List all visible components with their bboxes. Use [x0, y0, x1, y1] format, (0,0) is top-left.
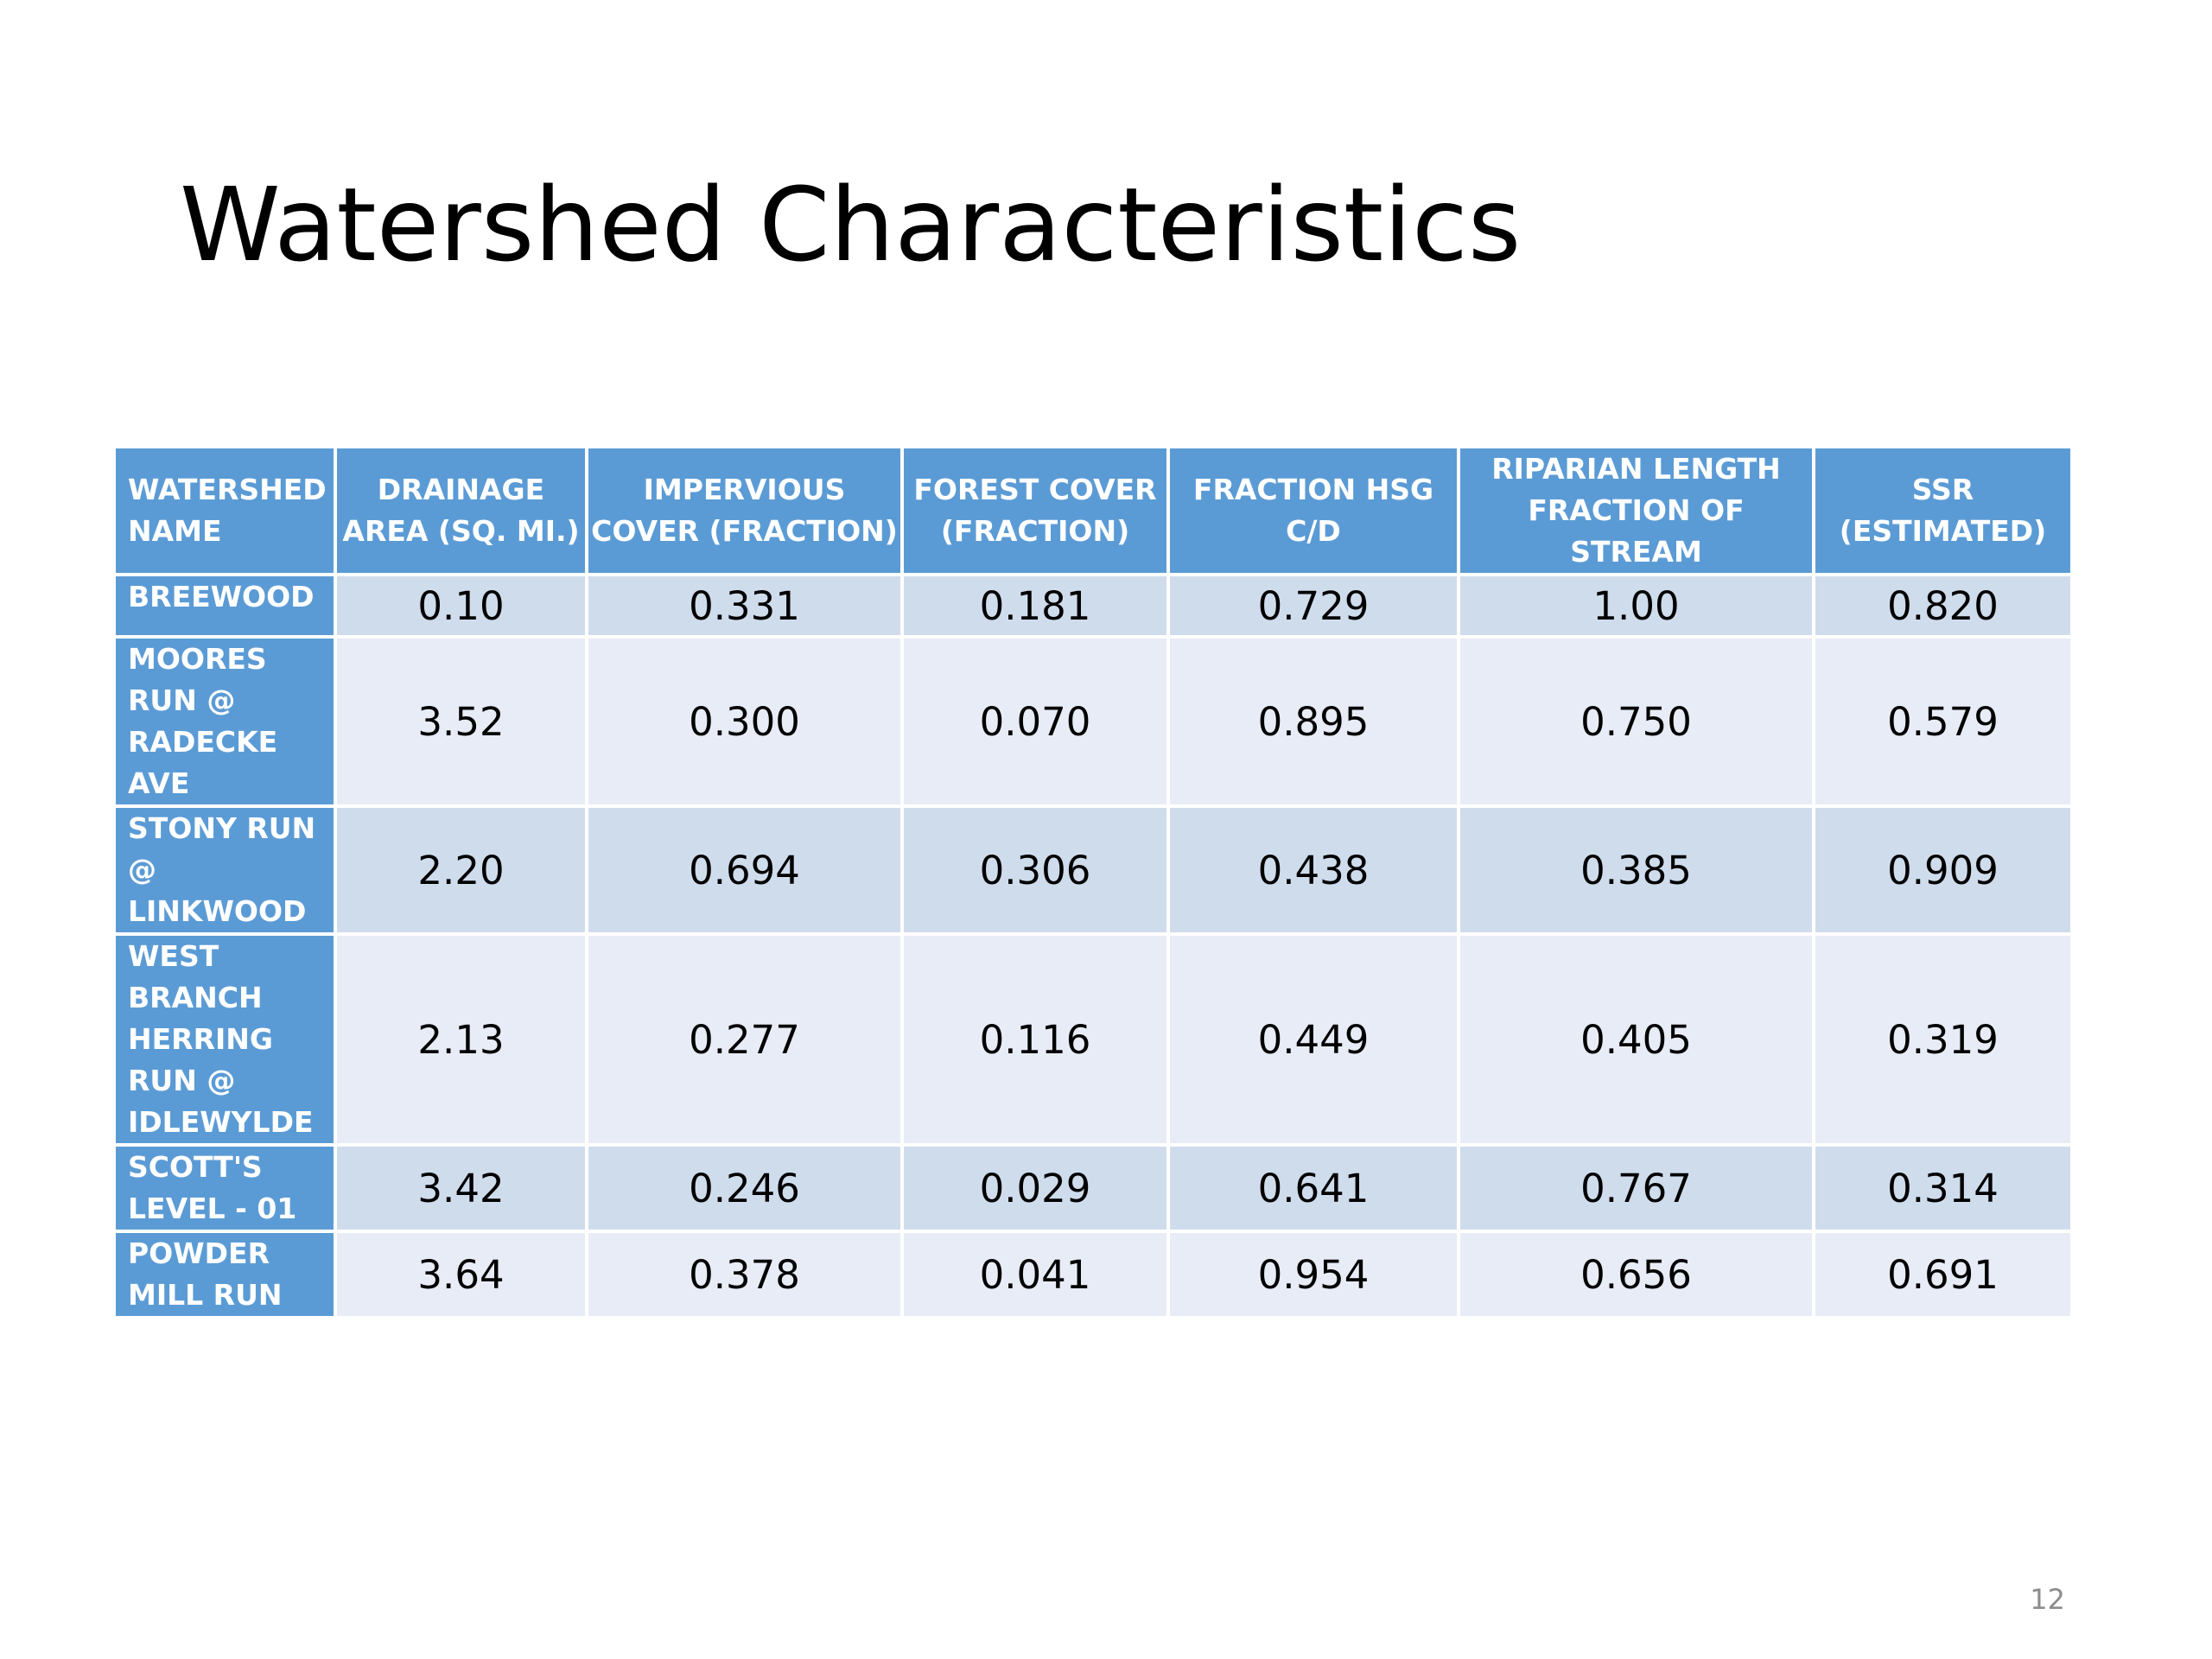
drainage-area-cell: 2.20 — [334, 804, 588, 936]
riparian-length-cell: 0.385 — [1457, 804, 1815, 936]
riparian-length-cell: 0.405 — [1457, 932, 1815, 1147]
name-line: BRANCH — [128, 981, 263, 1014]
header-line: FRACTION HSG — [1192, 473, 1434, 506]
name-line: RUN @ — [128, 683, 236, 717]
ssr-cell: 0.319 — [1812, 932, 2074, 1147]
header-line: IMPERVIOUS — [643, 473, 846, 506]
header-line: FRACTION OF STREAM — [1528, 493, 1745, 569]
fraction-hsg-cell: 0.729 — [1166, 573, 1460, 639]
name-line: BREEWOOD — [128, 580, 315, 613]
name-line: MILL RUN — [128, 1278, 283, 1312]
name-line: HERRING — [128, 1022, 273, 1056]
name-line: STONY RUN — [128, 811, 316, 845]
impervious-cover-cell: 0.300 — [585, 635, 904, 808]
name-line: WEST — [128, 939, 219, 973]
name-line: SCOTT'S — [128, 1150, 263, 1184]
header-drainage-area: DRAINAGE AREA (SQ. MI.) — [334, 445, 588, 576]
name-line: LINKWOOD — [128, 894, 307, 928]
name-line: MOORES — [128, 642, 267, 676]
fraction-hsg-cell: 0.954 — [1166, 1230, 1460, 1319]
ssr-cell: 0.579 — [1812, 635, 2074, 808]
table-row: MOORES RUN @ RADECKE AVE 3.52 0.300 0.07… — [112, 635, 2074, 808]
table-row: SCOTT'S LEVEL - 01 3.42 0.246 0.029 0.64… — [112, 1143, 2074, 1233]
table-row: POWDER MILL RUN 3.64 0.378 0.041 0.954 0… — [112, 1230, 2074, 1319]
riparian-length-cell: 0.750 — [1457, 635, 1815, 808]
header-line: AREA (SQ. MI.) — [342, 514, 580, 548]
watershed-name-cell: POWDER MILL RUN — [112, 1230, 337, 1319]
impervious-cover-cell: 0.246 — [585, 1143, 904, 1233]
watershed-table: WATERSHED NAME DRAINAGE AREA (SQ. MI.) I… — [112, 445, 2074, 1319]
header-line: WATERSHED — [128, 473, 327, 506]
header-ssr: SSR (ESTIMATED) — [1812, 445, 2074, 576]
header-line: SSR — [1911, 473, 1974, 506]
watershed-name-cell: STONY RUN @ LINKWOOD — [112, 804, 337, 936]
table-row: STONY RUN @ LINKWOOD 2.20 0.694 0.306 0.… — [112, 804, 2074, 936]
page-number: 12 — [2030, 1583, 2065, 1616]
header-fraction-hsg: FRACTION HSG C/D — [1166, 445, 1460, 576]
header-line: DRAINAGE — [377, 473, 545, 506]
impervious-cover-cell: 0.331 — [585, 573, 904, 639]
fraction-hsg-cell: 0.895 — [1166, 635, 1460, 808]
name-line: AVE — [128, 766, 190, 800]
slide-title: Watershed Characteristics — [180, 165, 1522, 284]
impervious-cover-cell: 0.694 — [585, 804, 904, 936]
name-line: LEVEL - 01 — [128, 1192, 297, 1225]
ssr-cell: 0.314 — [1812, 1143, 2074, 1233]
ssr-cell: 0.909 — [1812, 804, 2074, 936]
drainage-area-cell: 3.42 — [334, 1143, 588, 1233]
watershed-name-cell: MOORES RUN @ RADECKE AVE — [112, 635, 337, 808]
ssr-cell: 0.691 — [1812, 1230, 2074, 1319]
table-row: BREEWOOD 0.10 0.331 0.181 0.729 1.00 0.8… — [112, 573, 2074, 639]
drainage-area-cell: 3.64 — [334, 1230, 588, 1319]
name-line: RADECKE — [128, 725, 278, 759]
header-line: (ESTIMATED) — [1839, 514, 2047, 548]
header-line: C/D — [1286, 514, 1341, 548]
drainage-area-cell: 2.13 — [334, 932, 588, 1147]
impervious-cover-cell: 0.378 — [585, 1230, 904, 1319]
header-line: COVER (FRACTION) — [591, 514, 898, 548]
forest-cover-cell: 0.306 — [900, 804, 1170, 936]
header-riparian-length: RIPARIAN LENGTH FRACTION OF STREAM — [1457, 445, 1815, 576]
header-row: WATERSHED NAME DRAINAGE AREA (SQ. MI.) I… — [112, 445, 2074, 576]
name-line: @ — [128, 853, 156, 887]
forest-cover-cell: 0.070 — [900, 635, 1170, 808]
forest-cover-cell: 0.029 — [900, 1143, 1170, 1233]
fraction-hsg-cell: 0.641 — [1166, 1143, 1460, 1233]
header-line: RIPARIAN LENGTH — [1491, 452, 1781, 486]
watershed-name-cell: BREEWOOD — [112, 573, 337, 639]
table-row: WEST BRANCH HERRING RUN @ IDLEWYLDE 2.13… — [112, 932, 2074, 1147]
header-line: FOREST COVER — [913, 473, 1157, 506]
riparian-length-cell: 0.767 — [1457, 1143, 1815, 1233]
name-line: POWDER — [128, 1236, 270, 1270]
header-line: (FRACTION) — [940, 514, 1130, 548]
header-forest-cover: FOREST COVER (FRACTION) — [900, 445, 1170, 576]
ssr-cell: 0.820 — [1812, 573, 2074, 639]
header-impervious-cover: IMPERVIOUS COVER (FRACTION) — [585, 445, 904, 576]
riparian-length-cell: 0.656 — [1457, 1230, 1815, 1319]
drainage-area-cell: 0.10 — [334, 573, 588, 639]
watershed-name-cell: SCOTT'S LEVEL - 01 — [112, 1143, 337, 1233]
forest-cover-cell: 0.181 — [900, 573, 1170, 639]
riparian-length-cell: 1.00 — [1457, 573, 1815, 639]
name-line: RUN @ — [128, 1064, 236, 1097]
forest-cover-cell: 0.041 — [900, 1230, 1170, 1319]
header-line: NAME — [128, 514, 222, 548]
drainage-area-cell: 3.52 — [334, 635, 588, 808]
impervious-cover-cell: 0.277 — [585, 932, 904, 1147]
header-watershed-name: WATERSHED NAME — [112, 445, 337, 576]
fraction-hsg-cell: 0.449 — [1166, 932, 1460, 1147]
name-line: IDLEWYLDE — [128, 1105, 314, 1139]
forest-cover-cell: 0.116 — [900, 932, 1170, 1147]
fraction-hsg-cell: 0.438 — [1166, 804, 1460, 936]
watershed-name-cell: WEST BRANCH HERRING RUN @ IDLEWYLDE — [112, 932, 337, 1147]
